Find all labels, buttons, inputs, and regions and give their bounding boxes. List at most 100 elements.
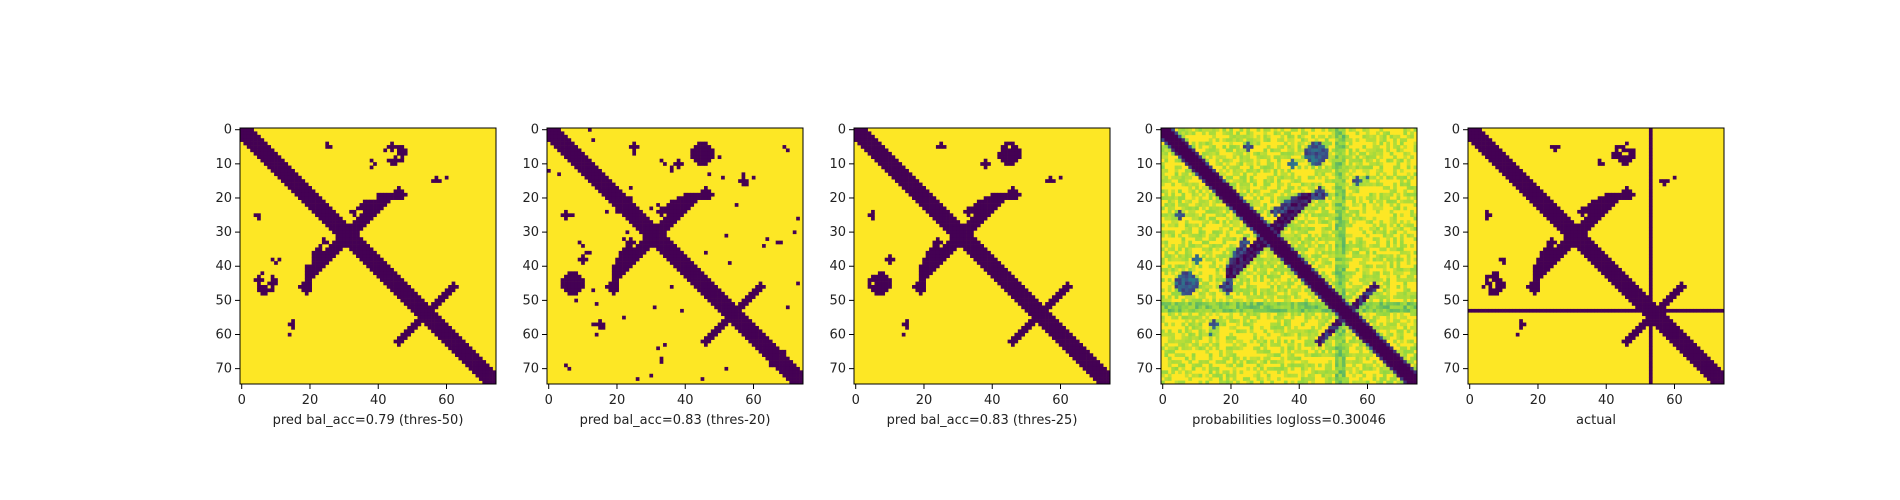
heatmap-cell <box>577 155 582 160</box>
heatmap-cell <box>686 274 691 279</box>
heatmap-cell <box>465 349 469 354</box>
heatmap-cell <box>1372 141 1377 146</box>
heatmap-cell <box>669 285 674 289</box>
heatmap-cell <box>656 240 660 245</box>
heatmap-cell <box>1212 186 1216 190</box>
heatmap-cell <box>1256 264 1261 269</box>
heatmap-cell <box>1372 145 1377 149</box>
heatmap-cell <box>871 141 875 146</box>
heatmap-cell <box>342 226 347 231</box>
heatmap-cell <box>1048 179 1053 183</box>
heatmap-cell <box>673 250 677 255</box>
heatmap-cell <box>1178 209 1182 214</box>
heatmap-cell <box>744 179 749 183</box>
heatmap-cell <box>1072 339 1077 344</box>
heatmap-cell <box>1031 312 1036 317</box>
heatmap-cell <box>1225 237 1230 241</box>
heatmap-cell <box>1321 281 1326 286</box>
heatmap-cell <box>1393 240 1397 245</box>
heatmap-cell <box>1270 285 1274 289</box>
heatmap-cell <box>925 206 930 211</box>
heatmap-cell <box>1045 312 1049 317</box>
heatmap-cell <box>1348 158 1353 163</box>
heatmap-cell <box>1075 343 1080 347</box>
heatmap-cell <box>1393 247 1397 252</box>
heatmap-cell <box>1352 203 1356 207</box>
heatmap-cell <box>905 322 909 327</box>
heatmap-cell <box>250 141 254 146</box>
heatmap-cell <box>594 332 599 337</box>
heatmap-cell <box>1362 298 1367 303</box>
heatmap-cell <box>1352 168 1356 173</box>
heatmap-cell <box>1048 332 1053 337</box>
heatmap-cell <box>257 151 261 156</box>
heatmap-cell <box>1304 196 1309 200</box>
heatmap-cell <box>1294 179 1298 183</box>
heatmap-cell <box>1389 134 1394 139</box>
heatmap-cell <box>1181 254 1186 258</box>
heatmap-cell <box>1000 151 1005 156</box>
heatmap-cell <box>1215 138 1220 142</box>
heatmap-cell <box>587 168 592 173</box>
heatmap-cell <box>417 298 422 303</box>
heatmap-cell <box>1232 216 1237 221</box>
heatmap-cell <box>1236 250 1240 255</box>
heatmap-cell <box>400 285 405 289</box>
heatmap-cell <box>618 250 623 255</box>
heatmap-cell <box>1164 131 1169 136</box>
heatmap-cell <box>475 363 480 368</box>
heatmap-cell <box>1386 192 1390 197</box>
heatmap-cell <box>1072 336 1077 340</box>
heatmap-cell <box>1225 138 1230 142</box>
heatmap-cell <box>656 203 660 207</box>
heatmap-cell <box>1376 237 1380 241</box>
heatmap-cell <box>352 247 357 252</box>
heatmap-cell <box>1167 298 1172 303</box>
heatmap-cell <box>1304 261 1309 265</box>
heatmap-cell <box>376 267 381 272</box>
heatmap-cell <box>1352 288 1356 293</box>
heatmap-cell <box>557 145 561 149</box>
heatmap-cell <box>1321 226 1326 231</box>
heatmap-cell <box>1246 145 1251 149</box>
heatmap-cell <box>1198 189 1203 194</box>
heatmap-cell <box>1014 291 1019 296</box>
heatmap-cell <box>332 226 336 231</box>
heatmap-cell <box>1345 145 1350 149</box>
heatmap-cell <box>1369 192 1373 197</box>
heatmap-cell <box>956 230 961 235</box>
heatmap-cell <box>253 141 258 146</box>
heatmap-cell <box>342 220 347 224</box>
heatmap-cell <box>976 247 981 252</box>
heatmap-cell <box>397 281 401 286</box>
heatmap-cell <box>628 206 633 211</box>
heatmap-cell <box>369 158 374 163</box>
heatmap-cell <box>328 145 333 149</box>
heatmap-cell <box>1259 196 1264 200</box>
heatmap-cell <box>1242 250 1247 255</box>
heatmap-cell <box>1048 325 1053 330</box>
heatmap-cell <box>1297 257 1302 262</box>
heatmap-cell <box>1259 155 1264 160</box>
heatmap-cell <box>1184 199 1189 204</box>
heatmap-cell <box>1246 264 1251 269</box>
heatmap-cell <box>888 254 892 258</box>
heatmap-cell <box>1082 353 1087 357</box>
heatmap-cell <box>1225 288 1230 293</box>
heatmap-cell <box>359 237 364 241</box>
heatmap-cell <box>362 261 367 265</box>
heatmap-cell <box>318 250 323 255</box>
heatmap-cell <box>1239 138 1244 142</box>
heatmap-cell <box>318 244 323 248</box>
heatmap-cell <box>257 288 261 293</box>
heatmap-cell <box>376 261 381 265</box>
heatmap-cell <box>707 189 712 194</box>
heatmap-cell <box>1041 319 1046 323</box>
heatmap-cell <box>864 148 868 153</box>
heatmap-cell <box>1184 257 1189 262</box>
heatmap-cell <box>482 377 487 381</box>
heatmap-cell <box>628 216 633 221</box>
heatmap-cell <box>1369 291 1373 296</box>
heatmap-cell <box>731 322 736 327</box>
heatmap-cell <box>417 305 422 310</box>
